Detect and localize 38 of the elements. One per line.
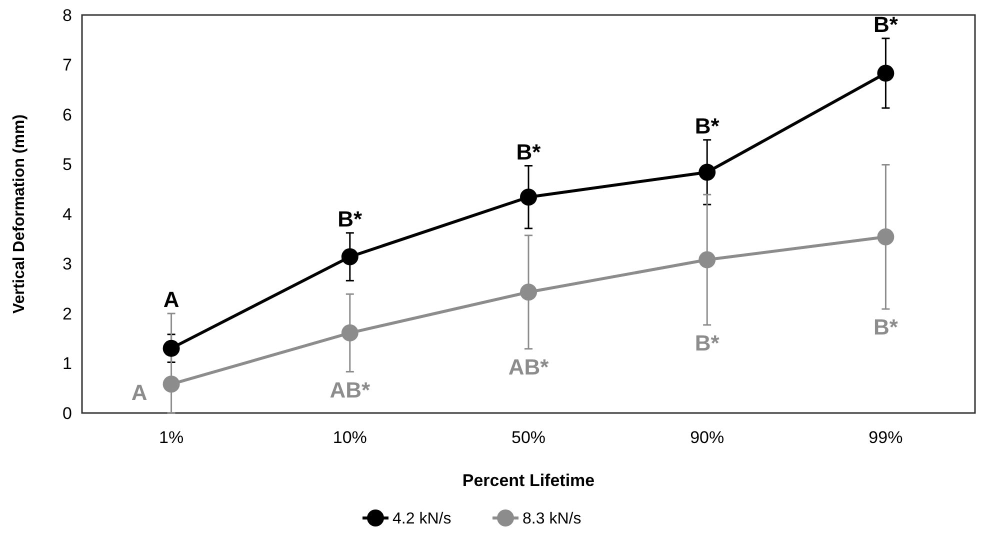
y-tick-label: 4 [62,204,72,224]
point [520,284,537,301]
x-tick-label: 10% [332,428,367,447]
legend-label: 8.3 kN/s [522,510,582,528]
annotation: A [163,287,180,312]
y-tick-label: 7 [62,56,72,75]
point [341,248,358,266]
y-tick-label: 3 [62,254,72,274]
x-tick-label: 1% [159,428,184,447]
annotation: B* [873,314,898,340]
x-tick-label: 99% [868,428,903,447]
x-axis-title: Percent Lifetime [462,471,595,490]
point [341,324,358,342]
legend-label: 4.2 kN/s [392,510,452,528]
annotation: AB* [330,377,371,402]
y-tick-label: 5 [62,155,72,174]
y-tick-label: 0 [62,404,72,423]
point [520,188,537,206]
y-tick-label: 8 [62,6,72,25]
y-axis-title: Vertical Deformation (mm) [11,114,28,314]
x-tick-label: 90% [690,428,724,447]
y-tick-label: 2 [62,304,72,324]
annotation: B* [694,330,720,356]
annotation: B* [338,206,363,232]
point [877,64,894,82]
annotation: B* [873,12,898,38]
y-tick-label: 6 [62,105,72,124]
annotation: B* [516,139,542,164]
x-tick-label: 50% [511,428,546,447]
annotation: A [131,380,148,405]
annotation: B* [694,114,720,139]
point [162,376,180,393]
point [877,228,894,246]
y-tick-label: 1 [62,354,72,374]
point [162,340,180,357]
annotation: AB* [508,354,550,380]
point [698,251,716,268]
point [698,164,716,181]
